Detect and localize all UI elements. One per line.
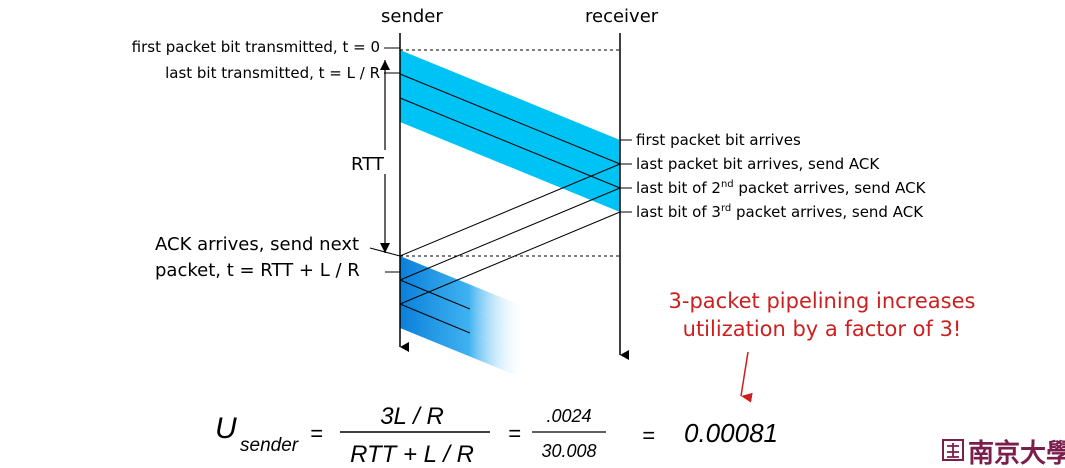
equation-result: 0.00081	[684, 418, 778, 448]
pipelining-note-line1: 3-packet pipelining increases	[669, 289, 976, 313]
packet-divider	[399, 97, 621, 189]
packet-2-band	[400, 74, 620, 188]
next-packet-band	[400, 256, 525, 331]
ack-line-1	[399, 163, 621, 257]
fraction-1-numerator: 3L / R	[380, 403, 444, 430]
equation-equals-2: =	[508, 421, 521, 446]
next-packet-band	[400, 304, 525, 379]
logo-seal-icon	[942, 439, 964, 461]
packet-divider	[399, 303, 471, 334]
third-packet-arrives-label: last bit of 3rd packet arrives, send ACK	[636, 203, 924, 221]
ack-line-2	[399, 187, 621, 281]
equation-equals-3: =	[642, 423, 655, 448]
packet-divider	[399, 73, 621, 165]
university-logo: 南京大學	[942, 438, 1065, 468]
fraction-2-numerator: .0024	[546, 406, 591, 426]
packet-divider	[399, 279, 471, 310]
next-packet-band	[400, 280, 525, 355]
tick	[369, 247, 401, 257]
fraction-1-denominator: RTT + L / R	[350, 441, 474, 468]
first-bit-transmitted-label: first packet bit transmitted, t = 0	[132, 38, 380, 56]
rtt-label-bg	[349, 150, 393, 174]
logo-seal-mark	[947, 443, 959, 458]
note-arrow	[740, 351, 753, 403]
fraction-2-denominator: 30.008	[541, 441, 596, 461]
ack-line-3	[399, 211, 621, 305]
rtt-arrow-head-top	[380, 60, 390, 70]
ack-arrives-label-line2: packet, t = RTT + L / R	[155, 260, 360, 281]
logo-text: 南京大學	[968, 438, 1065, 468]
last-packet-bit-arrives-label: last packet bit arrives, send ACK	[636, 155, 880, 173]
packet-3-band	[400, 98, 620, 212]
rtt-label: RTT	[351, 154, 385, 175]
equation-equals-1: =	[310, 421, 323, 446]
rtt-arrow-head-bottom	[380, 243, 390, 253]
packet-1-band	[400, 50, 620, 164]
last-bit-transmitted-label: last bit transmitted, t = L / R	[165, 64, 380, 82]
equation-subscript: sender	[240, 435, 299, 456]
first-packet-bit-arrives-label: first packet bit arrives	[636, 131, 801, 149]
sender-header: sender	[381, 6, 443, 27]
ack-arrives-label-line1: ACK arrives, send next	[155, 234, 359, 255]
equation-u: U	[215, 412, 237, 445]
pipelining-note-line2: utilization by a factor of 3!	[683, 317, 962, 341]
receiver-header: receiver	[585, 6, 659, 27]
second-packet-arrives-label: last bit of 2nd packet arrives, send ACK	[636, 179, 927, 197]
